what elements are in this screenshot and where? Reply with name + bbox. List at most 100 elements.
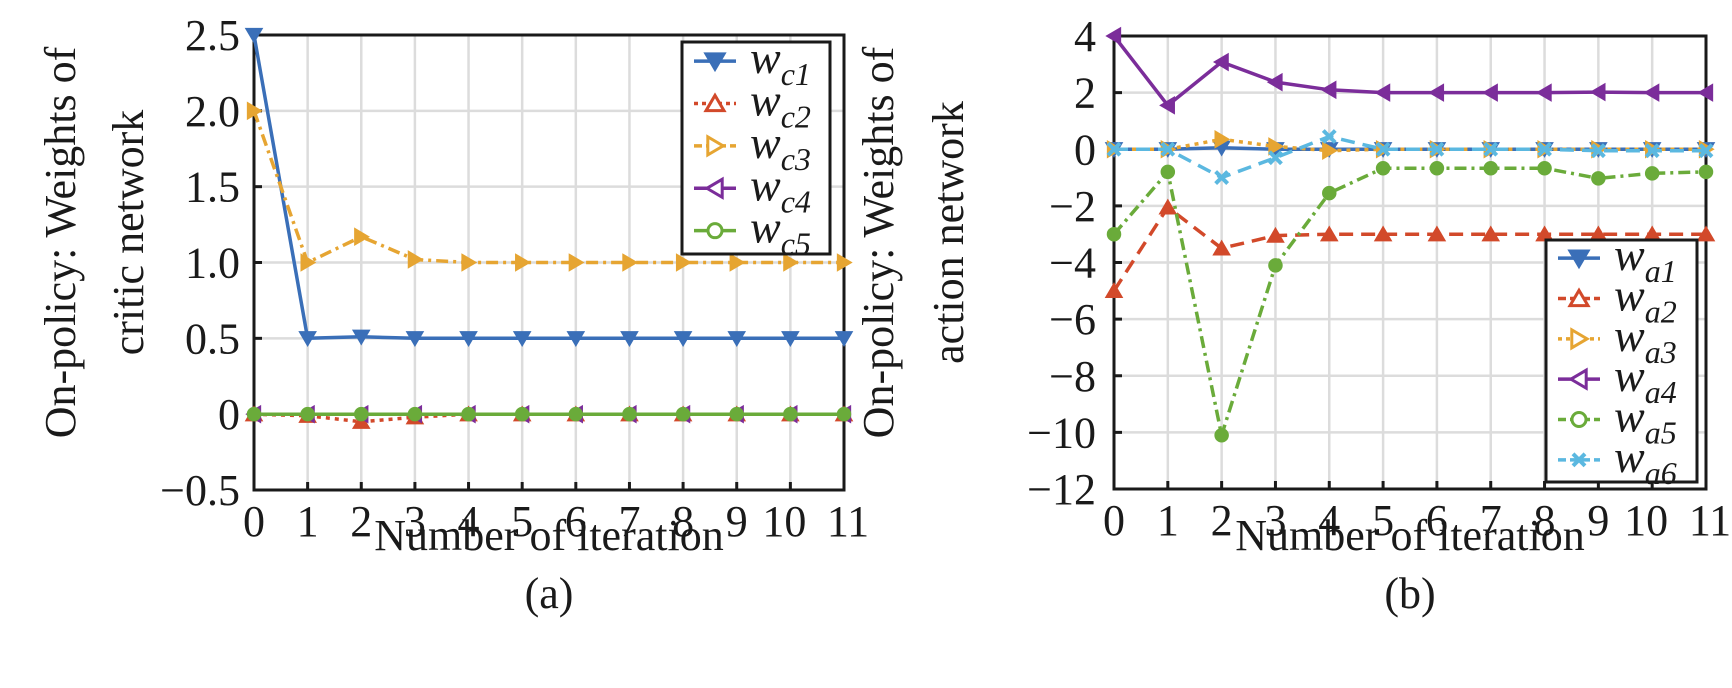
x-tick-label: 5 [1372, 496, 1394, 545]
legend-item: wc5 [694, 202, 811, 262]
data-point [514, 406, 530, 422]
chart-caption: (b) [1384, 569, 1435, 618]
series-line [1112, 205, 1706, 292]
data-point [1214, 130, 1231, 149]
data-point [246, 406, 262, 422]
data-point [300, 253, 317, 272]
legend-item: wa1 [1558, 229, 1677, 289]
x-tick-label: 1 [1157, 496, 1179, 545]
data-point [298, 331, 317, 348]
x-tick-label: 8 [1534, 496, 1556, 545]
data-point-stroke [1160, 141, 1176, 157]
data-point [1214, 170, 1230, 185]
data-point-stroke [1537, 141, 1552, 157]
legend-label-subscript: c1 [781, 56, 811, 92]
legend-item: wc3 [694, 117, 811, 177]
y-tick-label: 2 [1074, 69, 1096, 118]
data-point [620, 331, 639, 348]
legend-label: wc2 [750, 74, 811, 134]
y-tick-label: 2.0 [185, 87, 240, 136]
data-point [1160, 141, 1176, 157]
series-w-a3 [1106, 130, 1715, 160]
series-w-c2 [244, 405, 854, 429]
data-point [1644, 166, 1660, 181]
data-point [1319, 225, 1339, 242]
legend-item: wa2 [1558, 269, 1677, 329]
data-point [1483, 160, 1498, 176]
data-point [675, 406, 691, 422]
y-tick-label: 0 [1074, 125, 1096, 174]
data-point [1644, 143, 1660, 159]
y-axis-label: critic network [104, 110, 153, 356]
y-axis-label: On-policy: Weights of [36, 46, 85, 438]
legend-label-base: w [1614, 310, 1645, 361]
legend-label-base: w [750, 202, 781, 253]
data-point [1429, 160, 1445, 176]
data-point [568, 406, 584, 422]
legend-marker-triangle-down-icon [1567, 249, 1591, 270]
data-point [729, 406, 744, 422]
legend-label-subscript: a3 [1645, 334, 1677, 370]
y-tick-label: 0 [218, 390, 240, 439]
data-point [1104, 282, 1124, 298]
series-line [1112, 166, 1707, 437]
data-point [781, 331, 800, 348]
series-w-c5 [246, 406, 852, 422]
legend-label: wa1 [1614, 229, 1677, 289]
legend-marker-triangle-up-icon [703, 92, 727, 113]
x-tick-label: 3 [404, 497, 426, 546]
legend-label: wc5 [750, 202, 811, 262]
y-tick-label: 1.0 [185, 239, 240, 288]
data-point [727, 331, 747, 348]
legend-label-subscript: a4 [1645, 374, 1677, 410]
x-tick-label: 10 [762, 497, 806, 546]
data-point [1160, 164, 1176, 180]
data-point [351, 329, 371, 346]
x-tick-label: 2 [1211, 496, 1233, 545]
x-tick-label: 2 [350, 497, 372, 546]
legend-label: wa2 [1614, 269, 1677, 329]
data-point [1482, 83, 1498, 102]
chart-caption: (a) [525, 569, 574, 618]
legend-label-base: w [750, 117, 781, 168]
legend-item: wa6 [1558, 431, 1677, 491]
y-tick-label: −12 [1027, 465, 1096, 514]
y-tick-label: −10 [1027, 408, 1096, 457]
x-tick-label: 7 [618, 497, 640, 546]
data-point [1590, 143, 1606, 159]
data-point [300, 406, 315, 422]
series-w-a4 [1105, 26, 1714, 115]
legend-label-base: w [1614, 229, 1645, 280]
data-point [1105, 26, 1122, 46]
legend-marker-triangle-right-icon [706, 134, 727, 158]
data-point-stroke [1106, 141, 1122, 157]
data-point [1106, 226, 1122, 242]
x-tick-label: 11 [1689, 496, 1731, 545]
data-point-stroke [1590, 143, 1606, 159]
data-point [622, 406, 637, 422]
data-point [1268, 137, 1285, 156]
x-tick-label: 9 [726, 497, 748, 546]
legend-item: wa4 [1558, 350, 1677, 410]
y-axis-label: action network [924, 101, 973, 364]
x-axis-label: Number of iteration [1235, 511, 1584, 560]
legend-marker-x-icon [1571, 452, 1587, 468]
legend-label: wa3 [1614, 310, 1677, 370]
x-tick-label: 10 [1624, 496, 1668, 545]
data-point [675, 253, 692, 272]
legend-label-base: w [750, 74, 781, 125]
legend-item: wc2 [694, 74, 811, 134]
data-point [459, 331, 478, 348]
legend-marker-triangle-right-icon [1570, 327, 1591, 351]
legend-label-subscript: a5 [1645, 414, 1677, 450]
series-w-a6 [1106, 129, 1714, 185]
data-point [1373, 225, 1393, 242]
legend-label-subscript: c3 [781, 141, 811, 177]
data-point-stroke [1644, 143, 1660, 159]
data-point [1320, 80, 1337, 100]
series-line [1112, 34, 1706, 108]
legend-label: wc4 [750, 159, 811, 219]
